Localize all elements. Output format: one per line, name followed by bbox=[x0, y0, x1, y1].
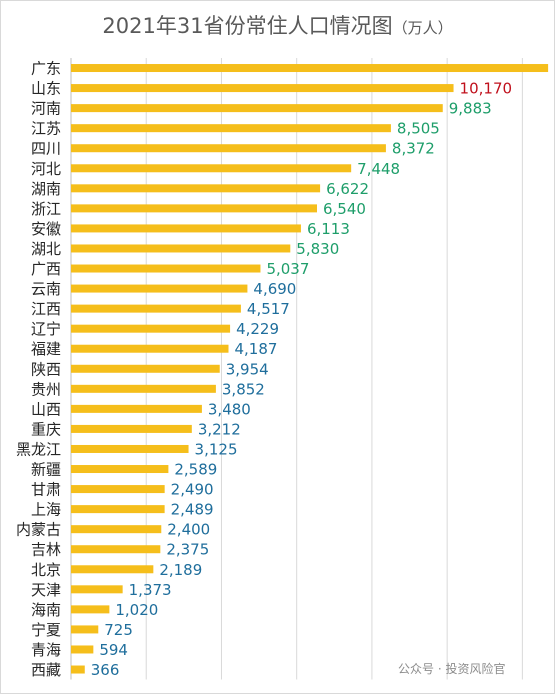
category-label: 宁夏 bbox=[31, 621, 61, 639]
category-label: 浙江 bbox=[31, 200, 61, 218]
bar bbox=[71, 84, 454, 93]
bar bbox=[71, 605, 110, 614]
category-label: 贵州 bbox=[31, 380, 61, 398]
bar bbox=[71, 344, 229, 353]
category-label: 山西 bbox=[31, 400, 61, 418]
bar bbox=[71, 465, 169, 474]
category-label: 天津 bbox=[31, 581, 61, 599]
value-label: 3,480 bbox=[208, 400, 251, 418]
value-label: 2,490 bbox=[171, 481, 214, 499]
category-label: 江西 bbox=[31, 300, 61, 318]
bar bbox=[71, 164, 352, 173]
category-label: 湖南 bbox=[31, 180, 61, 198]
category-label: 河北 bbox=[31, 160, 61, 178]
category-label: 广东 bbox=[31, 60, 61, 78]
category-label: 甘肃 bbox=[31, 481, 61, 499]
category-label: 海南 bbox=[31, 601, 61, 619]
value-label: 2,400 bbox=[167, 521, 210, 539]
category-label: 黑龙江 bbox=[16, 440, 61, 458]
value-label: 5,830 bbox=[296, 240, 339, 258]
value-label: 1,373 bbox=[129, 581, 172, 599]
category-label: 北京 bbox=[31, 561, 61, 579]
bar bbox=[71, 645, 94, 654]
category-label: 河南 bbox=[31, 100, 61, 118]
bar bbox=[71, 505, 165, 514]
value-label: 366 bbox=[91, 661, 120, 679]
value-label: 2,189 bbox=[159, 561, 202, 579]
category-label: 吉林 bbox=[31, 541, 61, 559]
value-label: 6,622 bbox=[326, 180, 369, 198]
chart-title: 2021年31省份常住人口情况图（万人） bbox=[0, 10, 555, 40]
value-label: 2,489 bbox=[171, 501, 214, 519]
category-label: 云南 bbox=[31, 280, 61, 298]
category-label: 陕西 bbox=[31, 360, 61, 378]
bar bbox=[71, 424, 192, 433]
bar bbox=[71, 444, 189, 453]
bar bbox=[71, 284, 248, 293]
bar bbox=[71, 625, 99, 634]
value-label: 6,113 bbox=[307, 220, 350, 238]
value-label: 6,540 bbox=[323, 200, 366, 218]
value-label: 3,852 bbox=[222, 380, 265, 398]
bar bbox=[71, 404, 202, 413]
bar bbox=[71, 545, 161, 554]
category-label: 四川 bbox=[31, 140, 61, 158]
bar bbox=[71, 585, 123, 594]
category-label: 安徽 bbox=[31, 220, 61, 238]
value-label: 4,690 bbox=[253, 280, 296, 298]
value-label: 5,037 bbox=[266, 260, 309, 278]
value-label: 2,589 bbox=[174, 461, 217, 479]
bar bbox=[71, 184, 321, 193]
value-label: 2,375 bbox=[166, 541, 209, 559]
value-label: 4,187 bbox=[234, 340, 277, 358]
value-label: 9,883 bbox=[449, 100, 492, 118]
chart-unit-label: （万人） bbox=[392, 19, 453, 37]
category-label: 福建 bbox=[31, 340, 61, 358]
bar bbox=[71, 264, 261, 273]
bar bbox=[71, 244, 291, 253]
bar bbox=[71, 304, 241, 313]
bar bbox=[71, 324, 231, 333]
value-label: 3,212 bbox=[198, 420, 241, 438]
value-label: 7,448 bbox=[357, 160, 400, 178]
value-label: 3,125 bbox=[195, 440, 238, 458]
value-label: 3,954 bbox=[226, 360, 269, 378]
value-label: 4,517 bbox=[247, 300, 290, 318]
value-label: 10,170 bbox=[460, 80, 513, 98]
bar bbox=[71, 64, 549, 73]
category-label: 江苏 bbox=[31, 120, 61, 138]
bar bbox=[71, 665, 85, 674]
category-label: 新疆 bbox=[31, 461, 61, 479]
category-label: 山东 bbox=[31, 80, 61, 98]
category-label: 广西 bbox=[31, 260, 61, 278]
bar bbox=[71, 144, 386, 153]
value-label: 8,505 bbox=[397, 120, 440, 138]
value-label: 725 bbox=[104, 621, 133, 639]
value-label: 1,020 bbox=[115, 601, 158, 619]
bar bbox=[71, 384, 216, 393]
bar bbox=[71, 485, 165, 494]
value-label: 594 bbox=[99, 641, 128, 659]
chart-title-text: 2021年31省份常住人口情况图 bbox=[102, 14, 393, 38]
category-label: 辽宁 bbox=[31, 320, 61, 338]
bar bbox=[71, 565, 154, 574]
bar bbox=[71, 204, 318, 213]
bar bbox=[71, 104, 443, 113]
bar bbox=[71, 224, 301, 233]
category-label: 上海 bbox=[31, 501, 61, 519]
watermark: 公众号 · 投资风险官 bbox=[398, 662, 506, 676]
bar bbox=[71, 364, 220, 373]
category-label: 西藏 bbox=[31, 661, 61, 679]
value-label: 8,372 bbox=[392, 140, 435, 158]
category-label: 重庆 bbox=[31, 420, 61, 438]
bar bbox=[71, 525, 162, 534]
category-label: 湖北 bbox=[31, 240, 61, 258]
category-label: 青海 bbox=[31, 641, 61, 659]
bar bbox=[71, 124, 391, 133]
value-label: 4,229 bbox=[236, 320, 279, 338]
category-label: 内蒙古 bbox=[16, 521, 61, 539]
